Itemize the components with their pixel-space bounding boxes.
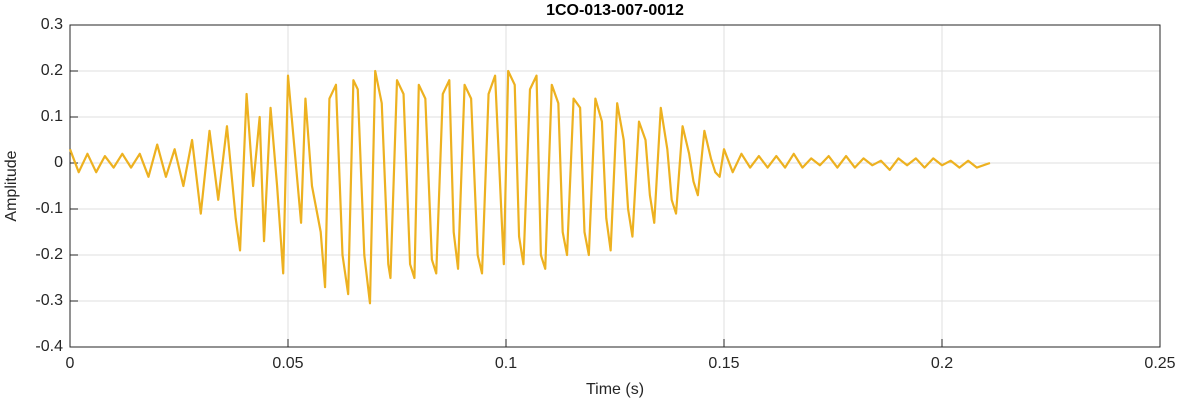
y-axis-label: Amplitude xyxy=(3,150,20,221)
y-tick-label: -0.4 xyxy=(35,338,63,355)
y-tick-label: -0.2 xyxy=(35,246,63,263)
y-tick-label: 0.1 xyxy=(41,108,63,125)
x-axis-label: Time (s) xyxy=(586,381,644,398)
x-tick-label: 0 xyxy=(66,355,75,372)
x-tick-label: 0.2 xyxy=(931,355,953,372)
x-tick-label: 0.25 xyxy=(1144,355,1175,372)
plot-area xyxy=(70,25,1160,347)
y-tick-label: -0.1 xyxy=(35,200,63,217)
plot-frame xyxy=(69,24,1161,348)
chart-title: 1CO-013-007-0012 xyxy=(546,2,684,19)
x-tick-label: 0.05 xyxy=(272,355,303,372)
y-tick-label: 0.3 xyxy=(41,16,63,33)
y-tick-label: 0.2 xyxy=(41,62,63,79)
x-tick-label: 0.15 xyxy=(708,355,739,372)
y-tick-label: 0 xyxy=(54,154,63,171)
waveform-line xyxy=(68,69,991,305)
y-tick-label: -0.3 xyxy=(35,292,63,309)
x-tick-label: 0.1 xyxy=(495,355,517,372)
